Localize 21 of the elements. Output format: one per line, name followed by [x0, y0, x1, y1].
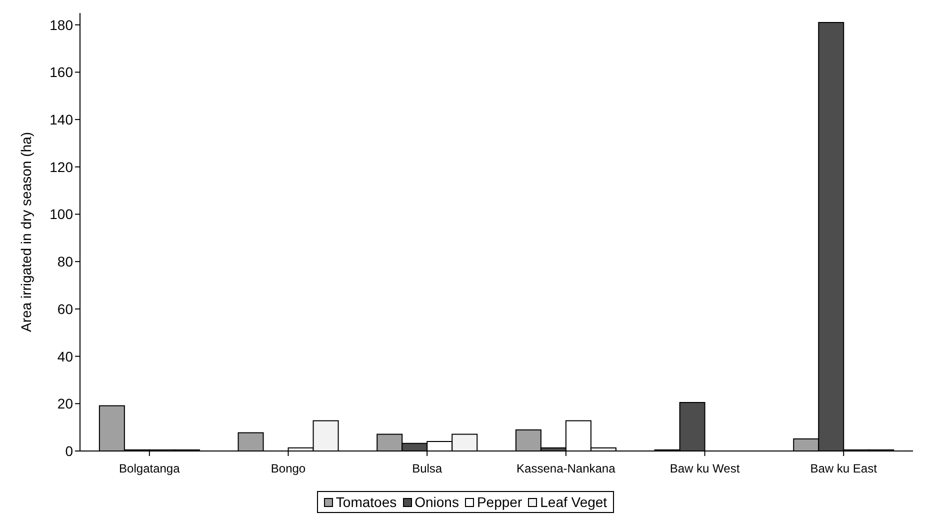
y-tick-label: 140: [50, 112, 74, 128]
x-tick-label: Bolgatanga: [119, 462, 180, 476]
y-axis-title: Area irrigated in dry season (ha): [18, 132, 34, 332]
y-tick-label: 0: [65, 442, 74, 459]
y-tick-label: 120: [50, 158, 74, 175]
legend-label: Onions: [414, 494, 459, 510]
x-tick-label: Bongo: [270, 462, 306, 476]
legend-label: Leaf Veget: [539, 494, 608, 510]
legend-label: Pepper: [476, 494, 522, 510]
y-tick-label: 100: [50, 206, 74, 222]
y-tick-label: 160: [50, 64, 74, 80]
y-tick-label: 80: [57, 254, 74, 270]
x-tick-label: Bulsa: [412, 462, 442, 476]
y-tick-label: 20: [57, 396, 74, 412]
y-tick-label: 180: [50, 16, 74, 33]
y-tick-label: 60: [57, 300, 74, 317]
x-tick-label: Baw ku West: [670, 462, 740, 476]
y-tick-label: 40: [57, 348, 74, 364]
x-tick-label: Kassena-Nankana: [516, 462, 616, 476]
x-tick-label: Baw ku East: [810, 462, 878, 476]
legend-label: Tomatoes: [334, 494, 397, 510]
